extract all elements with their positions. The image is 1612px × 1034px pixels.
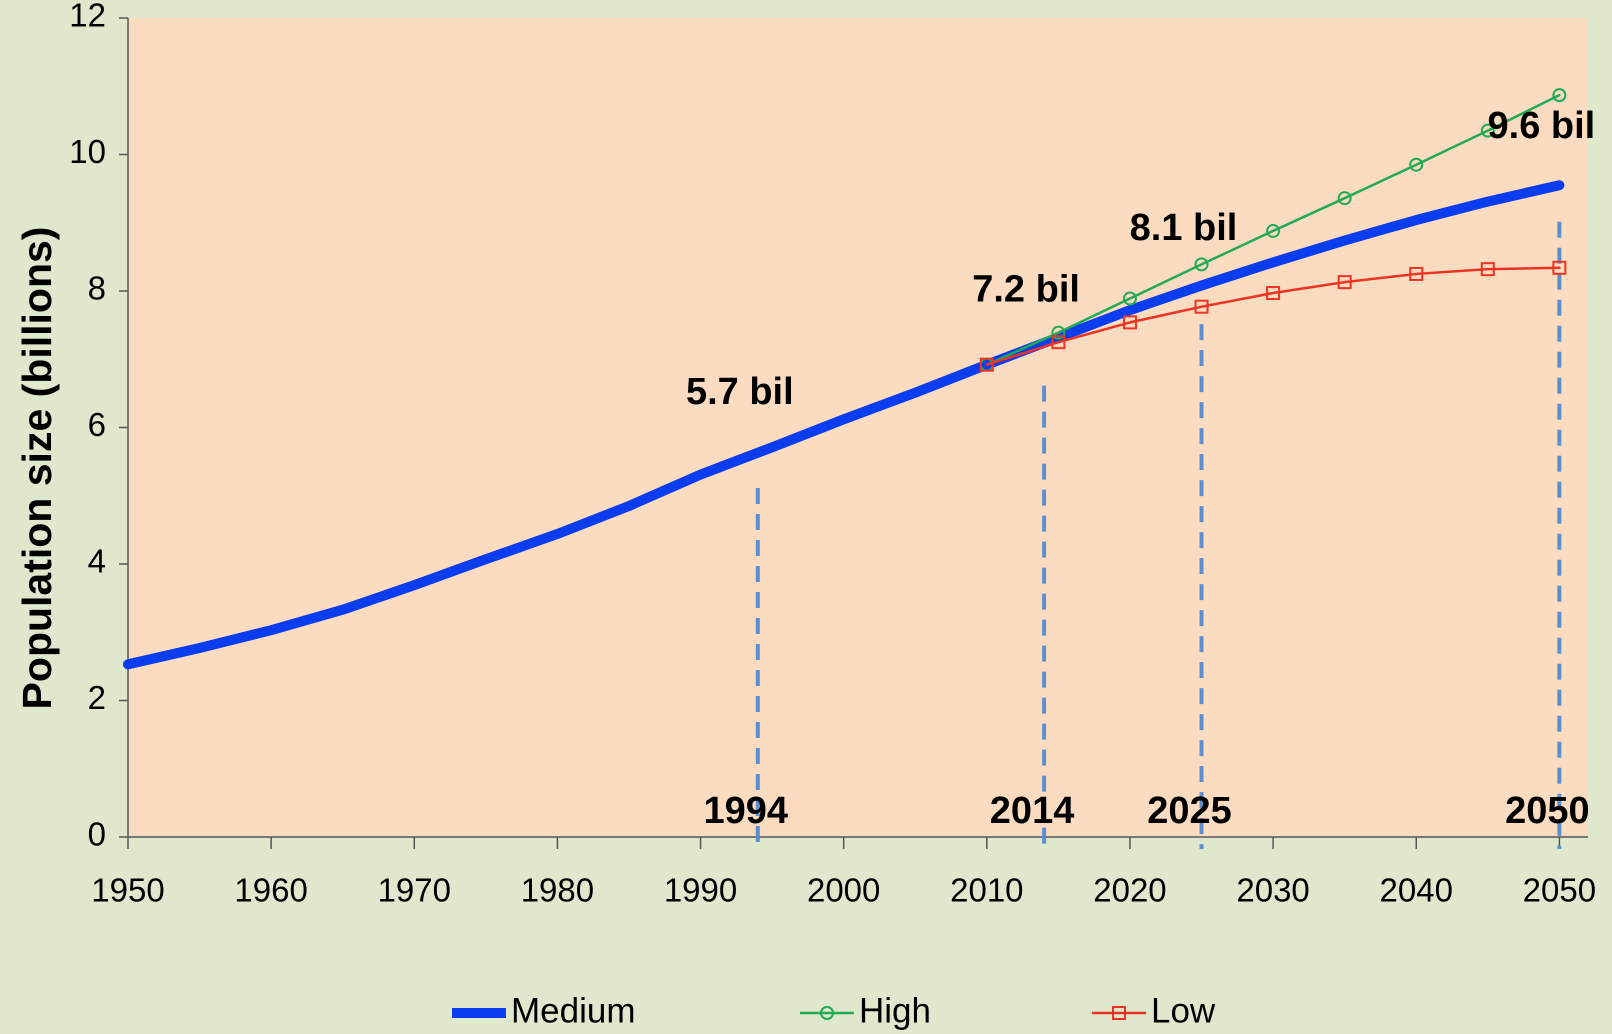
series-line	[985, 93, 1561, 366]
x-tick-label: 1980	[521, 872, 594, 909]
series-line	[985, 266, 1561, 366]
series-marker	[1337, 275, 1352, 290]
legend-marker	[820, 1006, 834, 1020]
x-tick-label: 2040	[1380, 872, 1453, 909]
series-marker	[1409, 157, 1424, 172]
annotation-label: 7.2 bil	[972, 269, 1080, 311]
y-tick-label: 8	[88, 270, 106, 307]
y-tick-label: 2	[88, 679, 106, 716]
legend-label: Medium	[511, 991, 635, 1030]
x-tick-label: 1970	[378, 872, 451, 909]
annotation-label: 5.7 bil	[686, 371, 794, 413]
annotation-year: 2025	[1147, 790, 1232, 832]
series-marker	[1266, 223, 1281, 238]
annotation-label: 9.6 bil	[1488, 105, 1596, 147]
series-marker	[1266, 286, 1281, 301]
y-tick-label: 12	[69, 0, 106, 34]
plot-area	[128, 18, 1588, 837]
series-marker	[1409, 266, 1424, 281]
y-tick-label: 0	[88, 816, 106, 853]
x-tick-label: 1960	[234, 872, 307, 909]
series-marker	[1122, 291, 1137, 306]
legend-label: High	[859, 991, 931, 1030]
series-marker	[1552, 260, 1567, 275]
legend-label: Low	[1151, 991, 1216, 1030]
series-marker	[1480, 262, 1495, 277]
x-tick-label: 2010	[950, 872, 1023, 909]
annotation-label: 8.1 bil	[1130, 207, 1238, 249]
annotation-year: 1994	[704, 790, 789, 832]
y-tick-label: 6	[88, 406, 106, 443]
annotation-year: 2014	[990, 790, 1075, 832]
x-tick-label: 2000	[807, 872, 880, 909]
series-marker	[1480, 123, 1495, 138]
series-line	[123, 180, 1565, 670]
y-tick-label: 10	[69, 133, 106, 170]
series-marker	[1194, 257, 1209, 272]
x-tick-label: 1950	[91, 872, 164, 909]
x-tick-label: 2020	[1093, 872, 1166, 909]
legend-marker	[1112, 1006, 1126, 1020]
series-marker	[1051, 325, 1066, 340]
series-marker	[1122, 315, 1137, 330]
x-tick-label: 2030	[1236, 872, 1309, 909]
series-marker	[1194, 299, 1209, 314]
series-marker	[1337, 191, 1352, 206]
series-marker	[1552, 88, 1567, 103]
x-tick-label: 2050	[1523, 872, 1596, 909]
y-axis-label: Population size (billions)	[14, 227, 60, 710]
series-marker	[1051, 335, 1066, 350]
y-tick-label: 4	[88, 543, 106, 580]
series-marker	[979, 357, 994, 372]
annotation-year: 2050	[1505, 790, 1590, 832]
x-tick-label: 1990	[664, 872, 737, 909]
